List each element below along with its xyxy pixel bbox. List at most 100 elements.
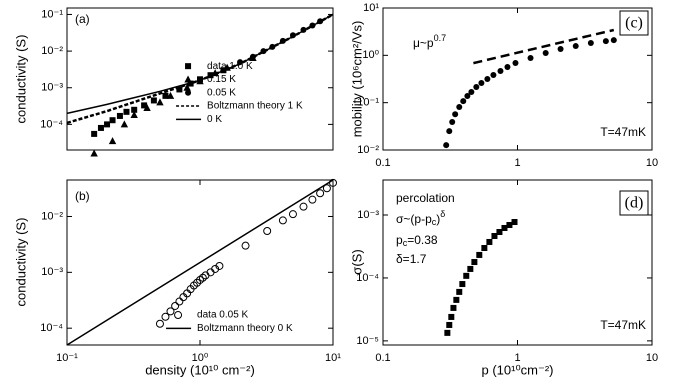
marker — [322, 184, 331, 193]
marker — [104, 121, 111, 128]
annotation-text: μ~p — [413, 36, 434, 50]
marker — [452, 111, 459, 118]
marker — [174, 311, 183, 320]
annotation: δ=1.7 — [396, 252, 427, 266]
marker — [587, 40, 594, 47]
marker — [443, 142, 450, 149]
x-tick-label: 10⁻¹ — [56, 352, 78, 364]
marker — [504, 64, 511, 71]
y-tick-label: 10⁻¹ — [41, 8, 63, 20]
marker — [464, 93, 471, 100]
marker — [155, 319, 164, 328]
marker — [460, 98, 467, 105]
marker — [456, 103, 463, 110]
marker — [176, 86, 183, 93]
marker — [130, 111, 138, 119]
x-tick-label: 0.1 — [375, 157, 390, 169]
marker — [506, 221, 513, 228]
y-tick-label: 10⁻¹ — [357, 97, 379, 109]
marker — [486, 238, 493, 245]
y-axis-label: σ(S) — [349, 249, 364, 274]
marker — [512, 60, 519, 67]
y-tick-label: 10⁻³ — [41, 266, 63, 278]
panel-label: (c) — [625, 15, 643, 32]
x-tick-label: 10⁰ — [192, 352, 209, 364]
legend-label: 0 K — [207, 114, 222, 125]
marker — [143, 104, 151, 112]
x-tick-label: 1 — [514, 352, 520, 364]
marker — [185, 63, 192, 70]
marker — [97, 124, 104, 131]
marker — [184, 75, 192, 83]
marker — [511, 219, 518, 226]
marker — [446, 321, 453, 328]
marker — [288, 210, 297, 219]
legend-label: 0.15 K — [207, 74, 236, 85]
annotation-text: σ~(p-p — [396, 212, 432, 226]
marker — [241, 241, 250, 250]
marker — [161, 312, 170, 321]
legend-label: data 0.05 K — [197, 310, 248, 321]
marker — [206, 268, 215, 277]
x-axis-label: density (10¹⁰ cm⁻²) — [145, 362, 255, 377]
marker — [123, 108, 130, 115]
marker — [316, 189, 325, 198]
marker — [171, 301, 180, 310]
marker — [109, 117, 116, 124]
annotation-text: 0.7 — [434, 33, 447, 43]
marker — [215, 261, 224, 270]
marker — [542, 50, 549, 57]
marker — [183, 83, 191, 91]
panel-label: (d) — [625, 195, 644, 212]
marker — [476, 251, 483, 258]
x-tick-label: 10¹ — [325, 352, 341, 364]
marker — [450, 304, 457, 311]
marker — [448, 313, 455, 320]
marker — [456, 288, 463, 295]
marker — [471, 259, 478, 266]
annotation-text: ) — [436, 212, 440, 226]
line — [473, 28, 615, 65]
marker — [496, 229, 503, 236]
marker — [120, 120, 129, 128]
marker — [481, 245, 488, 252]
annotation-text: c — [432, 217, 437, 227]
panel-label: (a) — [75, 12, 90, 26]
marker — [468, 89, 475, 96]
marker — [490, 72, 497, 79]
marker — [166, 307, 175, 316]
marker — [463, 272, 470, 279]
y-tick-label: 10⁻⁴ — [356, 272, 379, 284]
annotation-text: c — [403, 238, 408, 248]
annotation-text: p — [396, 233, 403, 247]
annotation: μ~p0.7 — [413, 33, 446, 50]
panel: 10⁻² 10⁻³ 10⁻⁴ 10⁻¹ 10⁰ 10¹ conductivity (S) de… — [13, 178, 341, 377]
annotation: T=47mK — [600, 318, 646, 332]
marker — [446, 128, 453, 135]
annotation: pc=0.38 — [396, 233, 438, 248]
legend-label: data 1.0 K — [207, 61, 253, 72]
marker — [527, 55, 534, 62]
legend-label: Boltzmann theory 1 K — [207, 101, 303, 112]
panel-label: (b) — [75, 189, 90, 203]
line — [66, 13, 334, 115]
marker — [473, 84, 480, 91]
y-tick-label: 10¹ — [363, 2, 379, 14]
marker — [196, 275, 204, 284]
marker — [602, 38, 609, 45]
x-tick-label: 10 — [646, 157, 658, 169]
marker — [166, 91, 175, 99]
annotation: σ~(p-pc)δ — [396, 209, 445, 227]
y-axis-label: mobility (10⁶cm²/Vs) — [349, 21, 364, 138]
marker — [459, 281, 466, 288]
legend-label: Boltzmann theory 0 K — [197, 323, 293, 334]
marker — [478, 80, 485, 87]
marker — [108, 137, 117, 145]
y-tick-label: 10⁻⁴ — [40, 118, 63, 130]
marker — [610, 37, 617, 44]
x-tick-label: 1 — [514, 157, 520, 169]
y-tick-label: 10⁻² — [41, 210, 63, 222]
marker — [557, 46, 564, 53]
marker — [116, 112, 123, 119]
